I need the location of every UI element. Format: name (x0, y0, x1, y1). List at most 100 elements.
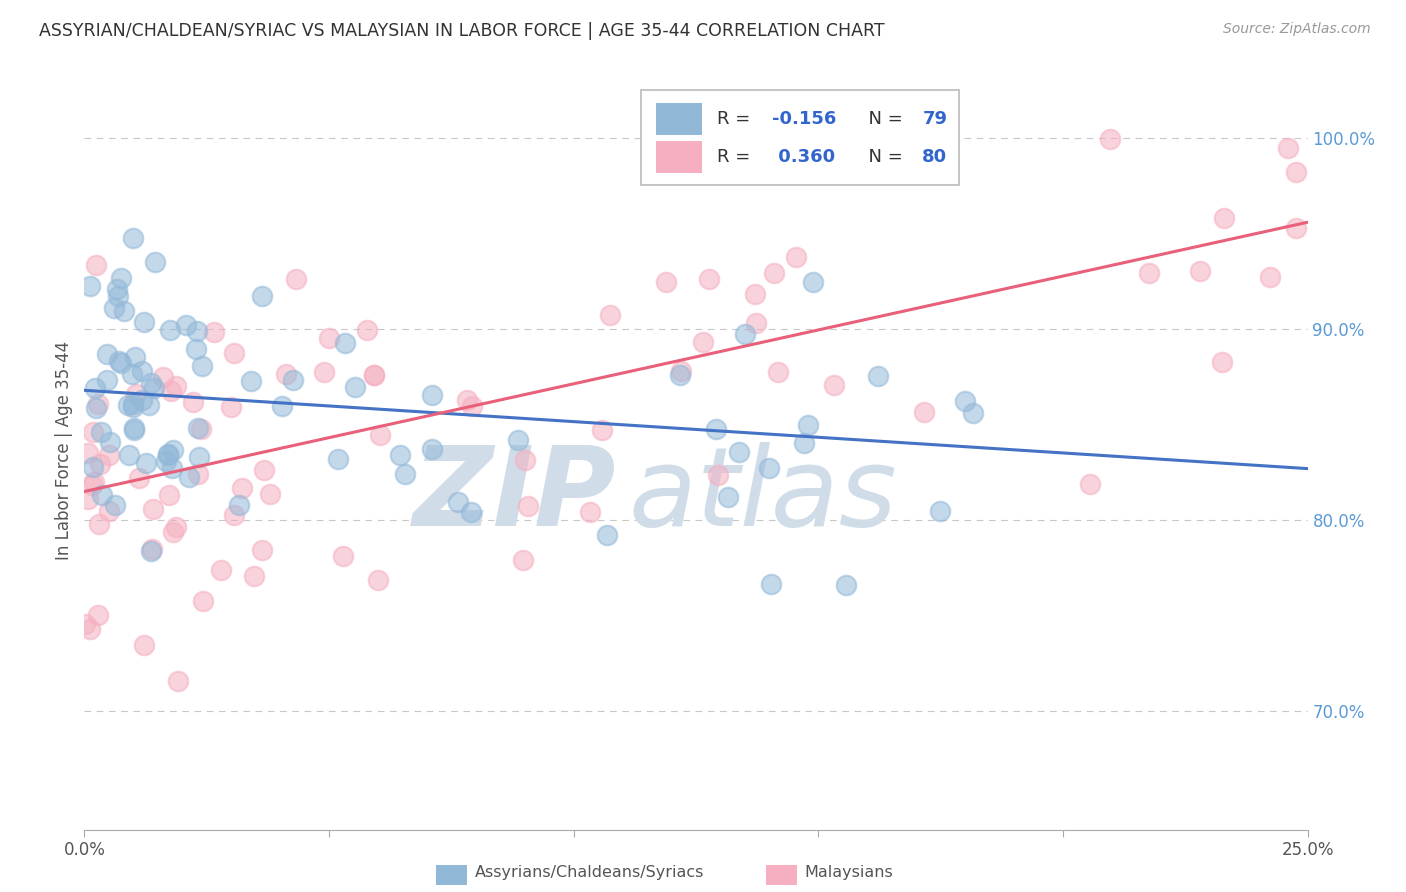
Point (835, 578, 858, 592)
Point (314, 365, 336, 379)
Point (124, 421, 146, 435)
Point (763, 266, 786, 280)
Point (131, 392, 153, 407)
Point (105, 282, 128, 296)
Point (599, 309, 621, 323)
Point (188, 450, 211, 464)
Point (823, 378, 845, 392)
Point (579, 505, 602, 519)
Point (121, 367, 143, 381)
Y-axis label: In Labor Force | Age 35-44: In Labor Force | Age 35-44 (55, 341, 73, 560)
Point (328, 452, 350, 467)
Point (187, 467, 209, 481)
Point (962, 406, 984, 420)
Point (121, 401, 143, 415)
Point (284, 272, 307, 286)
Point (104, 498, 127, 512)
Point (77, 491, 100, 506)
Point (118, 448, 141, 462)
Point (90, 425, 112, 439)
Text: N =: N = (858, 148, 908, 166)
Point (98, 434, 121, 449)
Point (141, 376, 163, 390)
Point (128, 471, 150, 485)
Point (745, 316, 768, 330)
FancyBboxPatch shape (655, 103, 702, 135)
Text: atlas: atlas (628, 442, 897, 549)
Point (356, 323, 378, 337)
Point (591, 423, 613, 437)
Point (1188, 264, 1211, 278)
Point (928, 503, 950, 517)
Point (222, 346, 245, 360)
Point (142, 381, 165, 395)
Point (697, 271, 720, 285)
Point (134, 316, 156, 330)
Point (250, 542, 273, 557)
Point (165, 379, 187, 393)
Point (259, 487, 281, 501)
Point (517, 499, 540, 513)
Point (160, 461, 183, 475)
Point (1212, 211, 1234, 226)
Point (420, 442, 443, 456)
Point (162, 525, 184, 540)
Text: Assyrians/Chaldeans/Syriacs: Assyrians/Chaldeans/Syriacs (475, 865, 704, 880)
Point (122, 423, 145, 437)
Point (669, 364, 692, 378)
Point (79, 279, 101, 293)
Point (141, 542, 163, 557)
Point (167, 673, 190, 688)
Point (224, 508, 246, 522)
Point (91, 488, 114, 502)
Point (242, 568, 264, 582)
Point (1258, 269, 1281, 284)
Point (98, 448, 121, 462)
Point (793, 436, 815, 450)
Point (155, 454, 177, 468)
Point (89, 457, 111, 471)
Point (75, 617, 97, 632)
Point (1284, 164, 1306, 178)
Point (97, 504, 120, 518)
Point (727, 445, 749, 459)
Point (368, 428, 391, 442)
Point (190, 422, 212, 436)
Point (513, 452, 536, 467)
FancyBboxPatch shape (641, 90, 959, 186)
Point (82, 425, 104, 439)
FancyBboxPatch shape (655, 141, 702, 173)
Point (1099, 132, 1122, 146)
Point (803, 275, 825, 289)
Point (141, 544, 163, 558)
Point (512, 553, 534, 567)
Point (174, 318, 197, 332)
Text: R =: R = (717, 148, 756, 166)
Point (132, 638, 155, 652)
Point (912, 405, 935, 419)
Point (152, 370, 174, 384)
Text: N =: N = (858, 110, 908, 128)
Point (508, 433, 530, 447)
Point (117, 398, 139, 412)
Point (209, 563, 232, 577)
Point (332, 549, 354, 564)
Point (1285, 221, 1308, 235)
Point (89, 516, 111, 531)
Point (785, 250, 807, 264)
Point (79, 623, 101, 637)
Point (156, 448, 179, 462)
Point (446, 495, 468, 509)
Point (363, 368, 385, 382)
Point (1277, 141, 1299, 155)
Point (96, 373, 118, 387)
Text: 80: 80 (922, 148, 948, 166)
Point (181, 394, 204, 409)
Point (654, 275, 676, 289)
Point (83, 475, 105, 489)
Text: Source: ZipAtlas.com: Source: ZipAtlas.com (1223, 22, 1371, 37)
Point (240, 375, 263, 389)
Point (717, 490, 740, 504)
Point (253, 463, 276, 477)
Point (797, 418, 820, 433)
